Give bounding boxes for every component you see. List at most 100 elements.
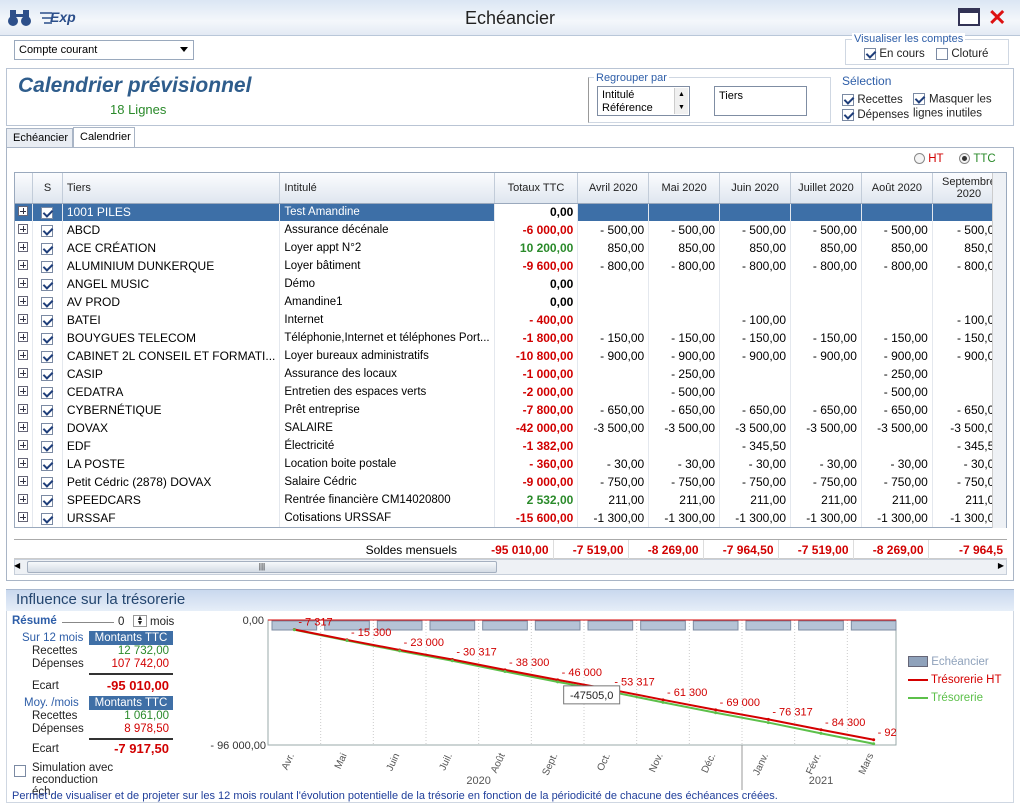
row-check-icon[interactable] — [41, 512, 54, 525]
row-check-icon[interactable] — [41, 494, 54, 507]
echeancier-bar[interactable] — [692, 620, 739, 631]
month-cell[interactable] — [790, 437, 862, 455]
total-cell[interactable]: -9 000,00 — [494, 473, 579, 491]
echeancier-bar[interactable] — [798, 620, 844, 631]
total-cell[interactable]: -1 382,00 — [494, 437, 579, 455]
intitule-cell[interactable]: Assurance des locaux — [279, 365, 495, 383]
expand-icon[interactable] — [18, 260, 28, 270]
tiers-cell[interactable]: SPEEDCARS — [62, 491, 281, 509]
month-cell[interactable] — [861, 275, 933, 293]
total-cell[interactable]: -10 800,00 — [494, 347, 579, 365]
table-row[interactable]: EDF Électricité -1 382,00 - 345,50 - 345,50 — [15, 437, 1006, 455]
row-check-icon[interactable] — [41, 207, 54, 220]
calendar-grid[interactable]: S Tiers Intitulé Totaux TTC Avril 2020 Mai 20… — [14, 172, 1007, 528]
month-cell[interactable] — [577, 203, 650, 221]
row-checkbox-cell[interactable] — [32, 365, 63, 383]
month-cell[interactable]: - 500,00 — [577, 221, 650, 239]
expand-icon[interactable] — [18, 224, 28, 234]
month-cell[interactable]: - 30,00 — [932, 455, 1006, 473]
month-cell[interactable]: 850,00 — [577, 239, 650, 257]
tiers-cell[interactable]: CASIP — [62, 365, 281, 383]
row-checkbox-cell[interactable] — [32, 221, 63, 239]
month-cell[interactable]: - 650,00 — [577, 401, 650, 419]
scroll-left-icon[interactable]: ◀ — [14, 561, 21, 570]
column-header[interactable]: Mai 2020 — [648, 173, 721, 204]
intitule-cell[interactable]: Test Amandine — [279, 203, 495, 221]
month-cell[interactable] — [932, 203, 1006, 221]
month-cell[interactable] — [648, 311, 721, 329]
tiers-cell[interactable]: URSSAF — [62, 509, 281, 527]
month-cell[interactable] — [861, 437, 933, 455]
binoculars-icon[interactable] — [6, 8, 34, 28]
month-cell[interactable]: - 900,00 — [861, 347, 933, 365]
month-cell[interactable]: - 750,00 — [861, 473, 933, 491]
masquer-checkbox[interactable]: Masquer les lignes inutiles — [913, 92, 1003, 121]
total-cell[interactable]: -2 000,00 — [494, 383, 579, 401]
month-cell[interactable]: - 345,50 — [932, 437, 1006, 455]
total-cell[interactable]: - 400,00 — [494, 311, 579, 329]
tiers-cell[interactable]: ALUMINIUM DUNKERQUE — [62, 257, 281, 275]
month-cell[interactable]: -1 300,00 — [648, 509, 721, 527]
intitule-cell[interactable]: Rentrée financière CM14020800 — [279, 491, 495, 509]
row-check-icon[interactable] — [41, 422, 54, 435]
row-check-icon[interactable] — [41, 278, 54, 291]
row-check-icon[interactable] — [41, 224, 54, 237]
month-cell[interactable]: -1 300,00 — [577, 509, 650, 527]
month-cell[interactable]: 211,00 — [790, 491, 862, 509]
row-checkbox-cell[interactable] — [32, 419, 63, 437]
expand-cell[interactable] — [15, 293, 34, 311]
total-cell[interactable]: -6 000,00 — [494, 221, 579, 239]
month-cell[interactable]: - 650,00 — [648, 401, 721, 419]
resume-months-value[interactable]: 0 — [118, 616, 125, 628]
column-header[interactable]: Août 2020 — [861, 173, 933, 204]
intitule-cell[interactable]: Loyer bureaux administratifs — [279, 347, 495, 365]
month-cell[interactable] — [648, 293, 721, 311]
months-spinner-icon[interactable]: ▲ ▼ — [133, 615, 147, 627]
grid-horizontal-scrollbar[interactable]: ◀ ||| ▶ — [14, 559, 1007, 575]
month-cell[interactable] — [790, 275, 862, 293]
expand-cell[interactable] — [15, 365, 34, 383]
month-cell[interactable] — [861, 293, 933, 311]
expand-icon[interactable] — [18, 386, 28, 396]
row-check-icon[interactable] — [41, 332, 54, 345]
column-header[interactable]: Juin 2020 — [719, 173, 792, 204]
tiers-cell[interactable]: BATEI — [62, 311, 281, 329]
echeancier-bar[interactable] — [850, 620, 897, 631]
explore-toolbar[interactable]: Exp — [6, 8, 106, 28]
month-cell[interactable]: - 650,00 — [861, 401, 933, 419]
month-cell[interactable] — [577, 365, 650, 383]
month-cell[interactable]: - 800,00 — [719, 257, 792, 275]
month-cell[interactable]: 850,00 — [719, 239, 792, 257]
tiers-cell[interactable]: CABINET 2L CONSEIL ET FORMATI... — [62, 347, 281, 365]
column-header[interactable]: Avril 2020 — [577, 173, 650, 204]
expand-cell[interactable] — [15, 401, 34, 419]
month-cell[interactable]: - 100,00 — [719, 311, 792, 329]
expand-cell[interactable] — [15, 347, 34, 365]
expand-cell[interactable] — [15, 509, 34, 527]
expand-icon[interactable] — [18, 296, 28, 306]
intitule-cell[interactable]: Entretien des espaces verts — [279, 383, 495, 401]
row-check-icon[interactable] — [41, 458, 54, 471]
expand-icon[interactable] — [18, 494, 28, 504]
month-cell[interactable]: - 650,00 — [932, 401, 1006, 419]
table-row[interactable]: ABCD Assurance décénale -6 000,00- 500,00-… — [15, 221, 1006, 239]
tab-echeancier[interactable]: Echéancier — [6, 128, 73, 148]
spin-arrows-icon[interactable]: ▲ ▼ — [674, 88, 688, 114]
column-header[interactable]: Totaux TTC — [494, 173, 579, 204]
month-cell[interactable]: -1 300,00 — [790, 509, 862, 527]
month-cell[interactable]: - 30,00 — [719, 455, 792, 473]
table-row[interactable]: ANGEL MUSIC Démo 0,00 — [15, 275, 1006, 293]
echeancier-bar[interactable] — [587, 620, 634, 631]
row-check-icon[interactable] — [41, 404, 54, 417]
total-cell[interactable]: 2 532,00 — [494, 491, 579, 509]
month-cell[interactable]: 211,00 — [577, 491, 650, 509]
row-checkbox-cell[interactable] — [32, 275, 63, 293]
expand-cell[interactable] — [15, 491, 34, 509]
month-cell[interactable]: -1 300,00 — [861, 509, 933, 527]
month-cell[interactable]: - 900,00 — [577, 347, 650, 365]
month-cell[interactable] — [577, 275, 650, 293]
row-checkbox-cell[interactable] — [32, 239, 63, 257]
intitule-cell[interactable]: Location boite postale — [279, 455, 495, 473]
intitule-cell[interactable]: Cotisations URSSAF — [279, 509, 495, 527]
regrouper-option[interactable]: Intitulé — [602, 89, 635, 101]
